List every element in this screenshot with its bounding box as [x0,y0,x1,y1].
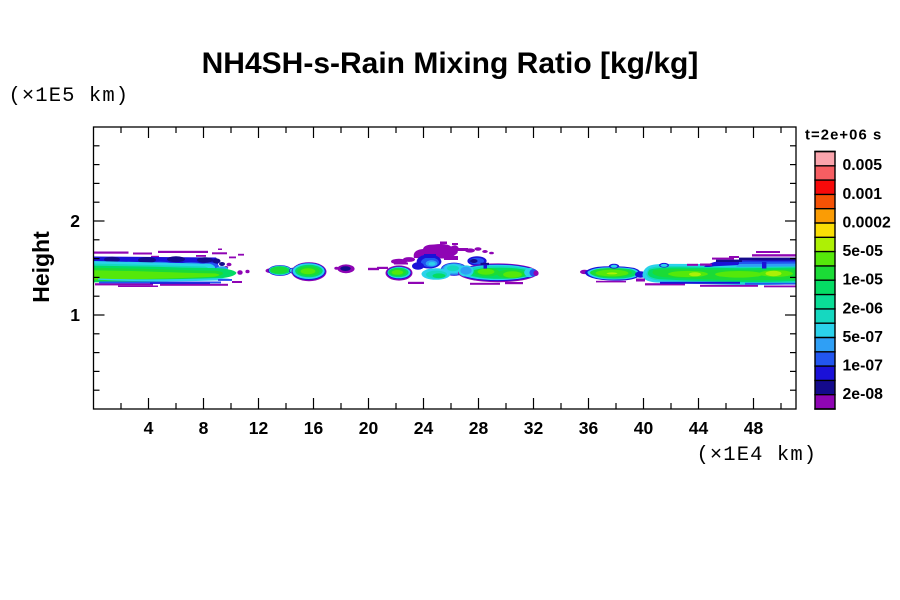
svg-text:48: 48 [744,418,764,438]
svg-text:12: 12 [249,418,269,438]
svg-text:28: 28 [469,418,489,438]
svg-text:t=2e+06 s: t=2e+06 s [805,128,882,144]
svg-text:20: 20 [359,418,379,438]
svg-text:5e-05: 5e-05 [843,243,884,260]
svg-text:2e-08: 2e-08 [843,386,884,403]
svg-text:2: 2 [70,211,80,231]
svg-text:0.005: 0.005 [843,157,883,174]
svg-text:0.0002: 0.0002 [843,214,892,231]
svg-text:1e-05: 1e-05 [843,272,884,289]
svg-text:24: 24 [414,418,434,438]
svg-text:NH4SH-s-Rain Mixing Ratio [kg/: NH4SH-s-Rain Mixing Ratio [kg/kg] [202,47,699,80]
svg-text:1e-07: 1e-07 [843,358,884,375]
svg-text:1: 1 [70,305,80,325]
svg-text:4: 4 [144,418,154,438]
svg-text:2e-06: 2e-06 [843,300,884,317]
svg-text:8: 8 [199,418,209,438]
svg-text:36: 36 [579,418,599,438]
svg-text:44: 44 [689,418,709,438]
svg-text:0.001: 0.001 [843,186,883,203]
svg-text:(×1E4 km): (×1E4 km) [697,444,818,467]
svg-text:5e-07: 5e-07 [843,329,884,346]
svg-text:Height: Height [28,231,54,303]
svg-text:16: 16 [304,418,324,438]
svg-text:(×1E5 km): (×1E5 km) [9,85,130,108]
svg-text:32: 32 [524,418,544,438]
svg-text:40: 40 [634,418,654,438]
